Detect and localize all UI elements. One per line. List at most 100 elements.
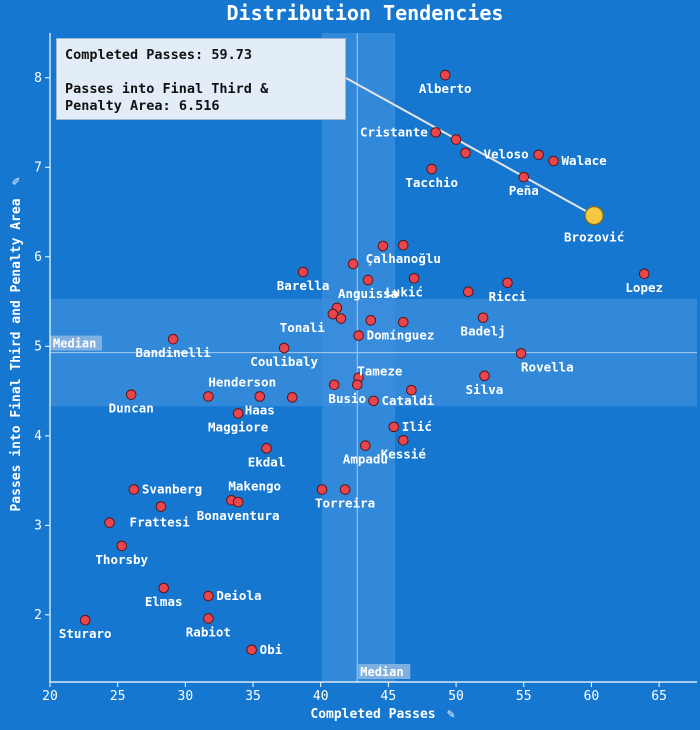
data-point[interactable] [167, 333, 179, 345]
point-label: Coulibaly [250, 354, 318, 369]
y-tick-label: 8 [34, 71, 42, 86]
data-point[interactable] [533, 149, 544, 161]
point-label: Ekdal [248, 454, 286, 469]
highlighted-point[interactable] [584, 206, 604, 226]
data-point[interactable] [351, 379, 363, 391]
data-point[interactable] [430, 127, 442, 138]
data-point[interactable] [638, 268, 650, 280]
data-point[interactable] [362, 274, 374, 286]
pencil-icon[interactable]: ✎ [9, 177, 24, 185]
data-point[interactable] [368, 395, 379, 407]
data-point[interactable] [254, 391, 266, 402]
tooltip-connector [345, 77, 595, 217]
y-tick-label: 7 [34, 160, 42, 175]
data-point[interactable] [335, 313, 347, 324]
tooltip-y-label-1: Passes into Final Third & [65, 81, 269, 97]
x-tick-label: 20 [42, 689, 58, 704]
data-point[interactable] [397, 435, 409, 446]
data-point[interactable] [232, 496, 244, 508]
data-point[interactable] [203, 391, 214, 402]
point-label: Barella [277, 278, 330, 293]
point-label: Domínguez [367, 328, 435, 343]
x-median-tag-label: Median [360, 665, 403, 679]
data-point[interactable] [158, 582, 169, 594]
x-tick-label: 30 [178, 689, 194, 704]
data-point[interactable] [406, 384, 417, 396]
data-point[interactable] [408, 272, 420, 284]
y-axis-title: Passes into Final Third and Penalty Area [9, 198, 24, 511]
point-label: Kessié [381, 446, 427, 461]
point-label: Henderson [208, 374, 276, 389]
point-label: Walace [562, 153, 608, 168]
data-points[interactable] [79, 69, 650, 656]
x-median-tag [358, 664, 411, 679]
data-point[interactable] [439, 69, 451, 81]
data-point[interactable] [397, 239, 409, 251]
data-point[interactable] [360, 440, 371, 451]
data-point[interactable] [328, 379, 340, 391]
data-point[interactable] [203, 590, 214, 602]
data-point[interactable] [203, 613, 214, 624]
data-point[interactable] [297, 266, 309, 278]
point-label: Sturaro [59, 626, 112, 641]
tooltip-y-value: 6.516 [178, 98, 220, 114]
tooltip-y-label-2: Penalty Area [65, 98, 163, 114]
data-point[interactable] [347, 258, 359, 270]
x-axis-title-group: Completed Passes ✎ [310, 707, 455, 722]
data-point[interactable] [477, 312, 489, 323]
data-point[interactable] [479, 370, 490, 382]
data-point[interactable] [365, 315, 377, 326]
data-point[interactable] [515, 348, 527, 359]
data-point[interactable] [462, 286, 474, 298]
data-point[interactable] [79, 614, 91, 626]
point-label: Elmas [145, 594, 183, 609]
point-label: Rovella [521, 359, 574, 374]
point-label: Ricci [489, 289, 527, 304]
data-point[interactable] [327, 308, 339, 320]
point-label: Rabiot [186, 624, 231, 639]
data-point[interactable] [316, 484, 328, 495]
point-label: Tonali [280, 320, 326, 335]
data-point[interactable] [397, 316, 409, 328]
pencil-icon[interactable]: ✎ [447, 707, 455, 722]
y-tick-label: 2 [34, 608, 42, 623]
point-label: Torreira [315, 496, 375, 511]
data-point[interactable] [518, 171, 530, 183]
data-point[interactable] [353, 330, 364, 341]
data-point[interactable] [460, 147, 471, 159]
y-tick-label: 4 [34, 429, 42, 444]
data-point[interactable] [232, 408, 244, 419]
point-label: Bonaventura [197, 508, 280, 523]
data-point[interactable] [388, 421, 400, 433]
data-point[interactable] [104, 517, 115, 528]
x-tick-label: 55 [516, 689, 532, 704]
y-median-tag [50, 335, 102, 351]
data-point[interactable] [450, 134, 462, 145]
data-point[interactable] [155, 501, 167, 512]
data-point[interactable] [116, 540, 128, 552]
point-label: Alberto [419, 81, 472, 96]
point-label: Duncan [109, 401, 154, 416]
tooltip-x-label: Completed Passes [65, 47, 196, 63]
y-axis-title-group: Passes into Final Third and Penalty Area… [9, 177, 24, 512]
y-tick-label: 5 [34, 339, 42, 354]
connector-line [345, 77, 595, 217]
data-point[interactable] [128, 484, 140, 495]
data-point[interactable] [286, 392, 298, 403]
data-point[interactable] [261, 443, 272, 454]
data-point[interactable] [548, 155, 559, 167]
data-point[interactable] [426, 163, 438, 175]
data-point[interactable] [246, 644, 257, 656]
tooltip-y-line1: Passes into Final Third & [65, 81, 337, 98]
point-label: Ampadu [343, 452, 388, 467]
data-point[interactable] [339, 484, 351, 495]
data-point[interactable] [278, 342, 290, 354]
data-point[interactable] [125, 389, 137, 400]
data-point[interactable] [377, 240, 389, 252]
tooltip-x-value: 59.73 [211, 47, 252, 63]
point-label: Lopez [625, 280, 663, 295]
data-point[interactable] [502, 277, 513, 289]
y-tick-label: 3 [34, 518, 42, 533]
